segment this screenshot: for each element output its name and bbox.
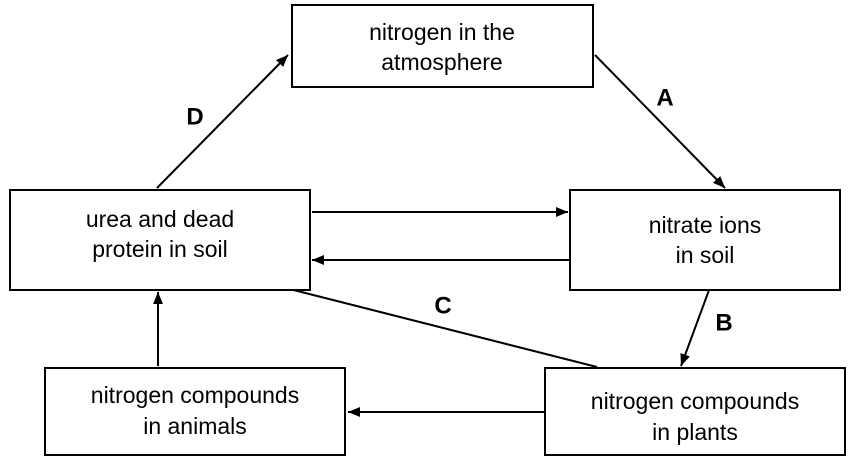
node-box	[291, 4, 594, 88]
nodes: nitrogen in the atmosphere urea and dead…	[9, 4, 846, 456]
arrow	[156, 54, 289, 189]
edge-labels: A B C D	[186, 84, 732, 336]
node-text: urea and dead	[86, 206, 234, 232]
edge-label: D	[186, 103, 203, 130]
arrow	[594, 54, 726, 189]
edge-label: C	[434, 292, 451, 319]
node-box	[569, 189, 841, 291]
arrows	[153, 54, 726, 417]
node-text: nitrogen in the	[369, 19, 515, 45]
node-box	[44, 367, 346, 456]
node-text: nitrate ions	[649, 212, 762, 238]
node-box	[544, 367, 846, 456]
node-text: in plants	[652, 419, 738, 445]
node-text: protein in soil	[92, 236, 228, 262]
edge-label: B	[715, 309, 732, 336]
node-text: atmosphere	[381, 49, 502, 75]
node-text: nitrogen compounds	[591, 388, 799, 414]
node-box	[9, 189, 311, 291]
arrow	[257, 279, 598, 368]
edge-label: A	[656, 84, 673, 111]
node-text: nitrogen compounds	[91, 382, 299, 408]
node-text: in animals	[143, 413, 247, 439]
arrow	[680, 281, 713, 367]
node-text: in soil	[676, 242, 735, 268]
